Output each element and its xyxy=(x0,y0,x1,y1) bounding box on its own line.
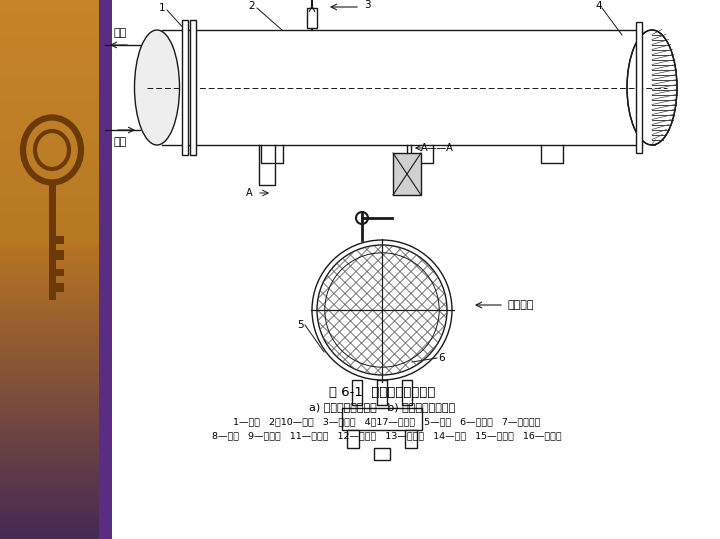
Bar xyxy=(342,408,422,430)
Text: 1—端盖   2、10—壳体   3—进气管   4、17—传热管   5—支架   6—出液管   7—放空气管: 1—端盖 2、10—壳体 3—进气管 4、17—传热管 5—支架 6—出液管 7… xyxy=(233,418,541,426)
Text: 水进: 水进 xyxy=(113,137,127,147)
Circle shape xyxy=(317,245,447,375)
Text: 排管方式: 排管方式 xyxy=(507,300,534,310)
Text: 图 6-1  壳管式冷凝器结构: 图 6-1 壳管式冷凝器结构 xyxy=(329,385,435,398)
Ellipse shape xyxy=(135,30,179,145)
Text: a) 卧式壳管式冷凝器   b) 立式壳管式冷凝器: a) 卧式壳管式冷凝器 b) 立式壳管式冷凝器 xyxy=(309,402,455,412)
Text: 3: 3 xyxy=(364,0,370,10)
Text: 5: 5 xyxy=(297,320,303,330)
Bar xyxy=(55,283,63,292)
Bar xyxy=(405,430,417,448)
Bar xyxy=(352,380,362,405)
Text: A——A: A——A xyxy=(420,143,454,153)
Bar xyxy=(190,20,196,155)
Bar xyxy=(402,380,412,405)
Bar xyxy=(347,430,359,448)
Bar xyxy=(112,0,720,539)
Text: 水出: 水出 xyxy=(113,28,127,38)
Bar xyxy=(55,236,63,244)
Bar xyxy=(307,8,317,28)
Text: A: A xyxy=(246,188,252,198)
Bar xyxy=(48,180,55,300)
Bar xyxy=(55,250,63,260)
Text: 2: 2 xyxy=(248,1,256,11)
Bar xyxy=(374,448,390,460)
Text: 8—水槽   9—安全阀   11—平衡管   12—混合管   13—放油阀   14—端阀   15—压力表   16—进气阀: 8—水槽 9—安全阀 11—平衡管 12—混合管 13—放油阀 14—端阀 15… xyxy=(212,432,562,440)
Text: 4: 4 xyxy=(595,1,603,11)
Bar xyxy=(377,380,387,405)
Bar xyxy=(636,22,642,153)
Bar xyxy=(55,269,63,276)
Bar xyxy=(393,153,421,195)
Bar xyxy=(182,20,188,155)
Text: 6: 6 xyxy=(438,353,445,363)
Text: 1: 1 xyxy=(158,3,166,13)
Ellipse shape xyxy=(627,30,677,145)
Circle shape xyxy=(312,240,452,380)
Bar xyxy=(99,0,112,539)
